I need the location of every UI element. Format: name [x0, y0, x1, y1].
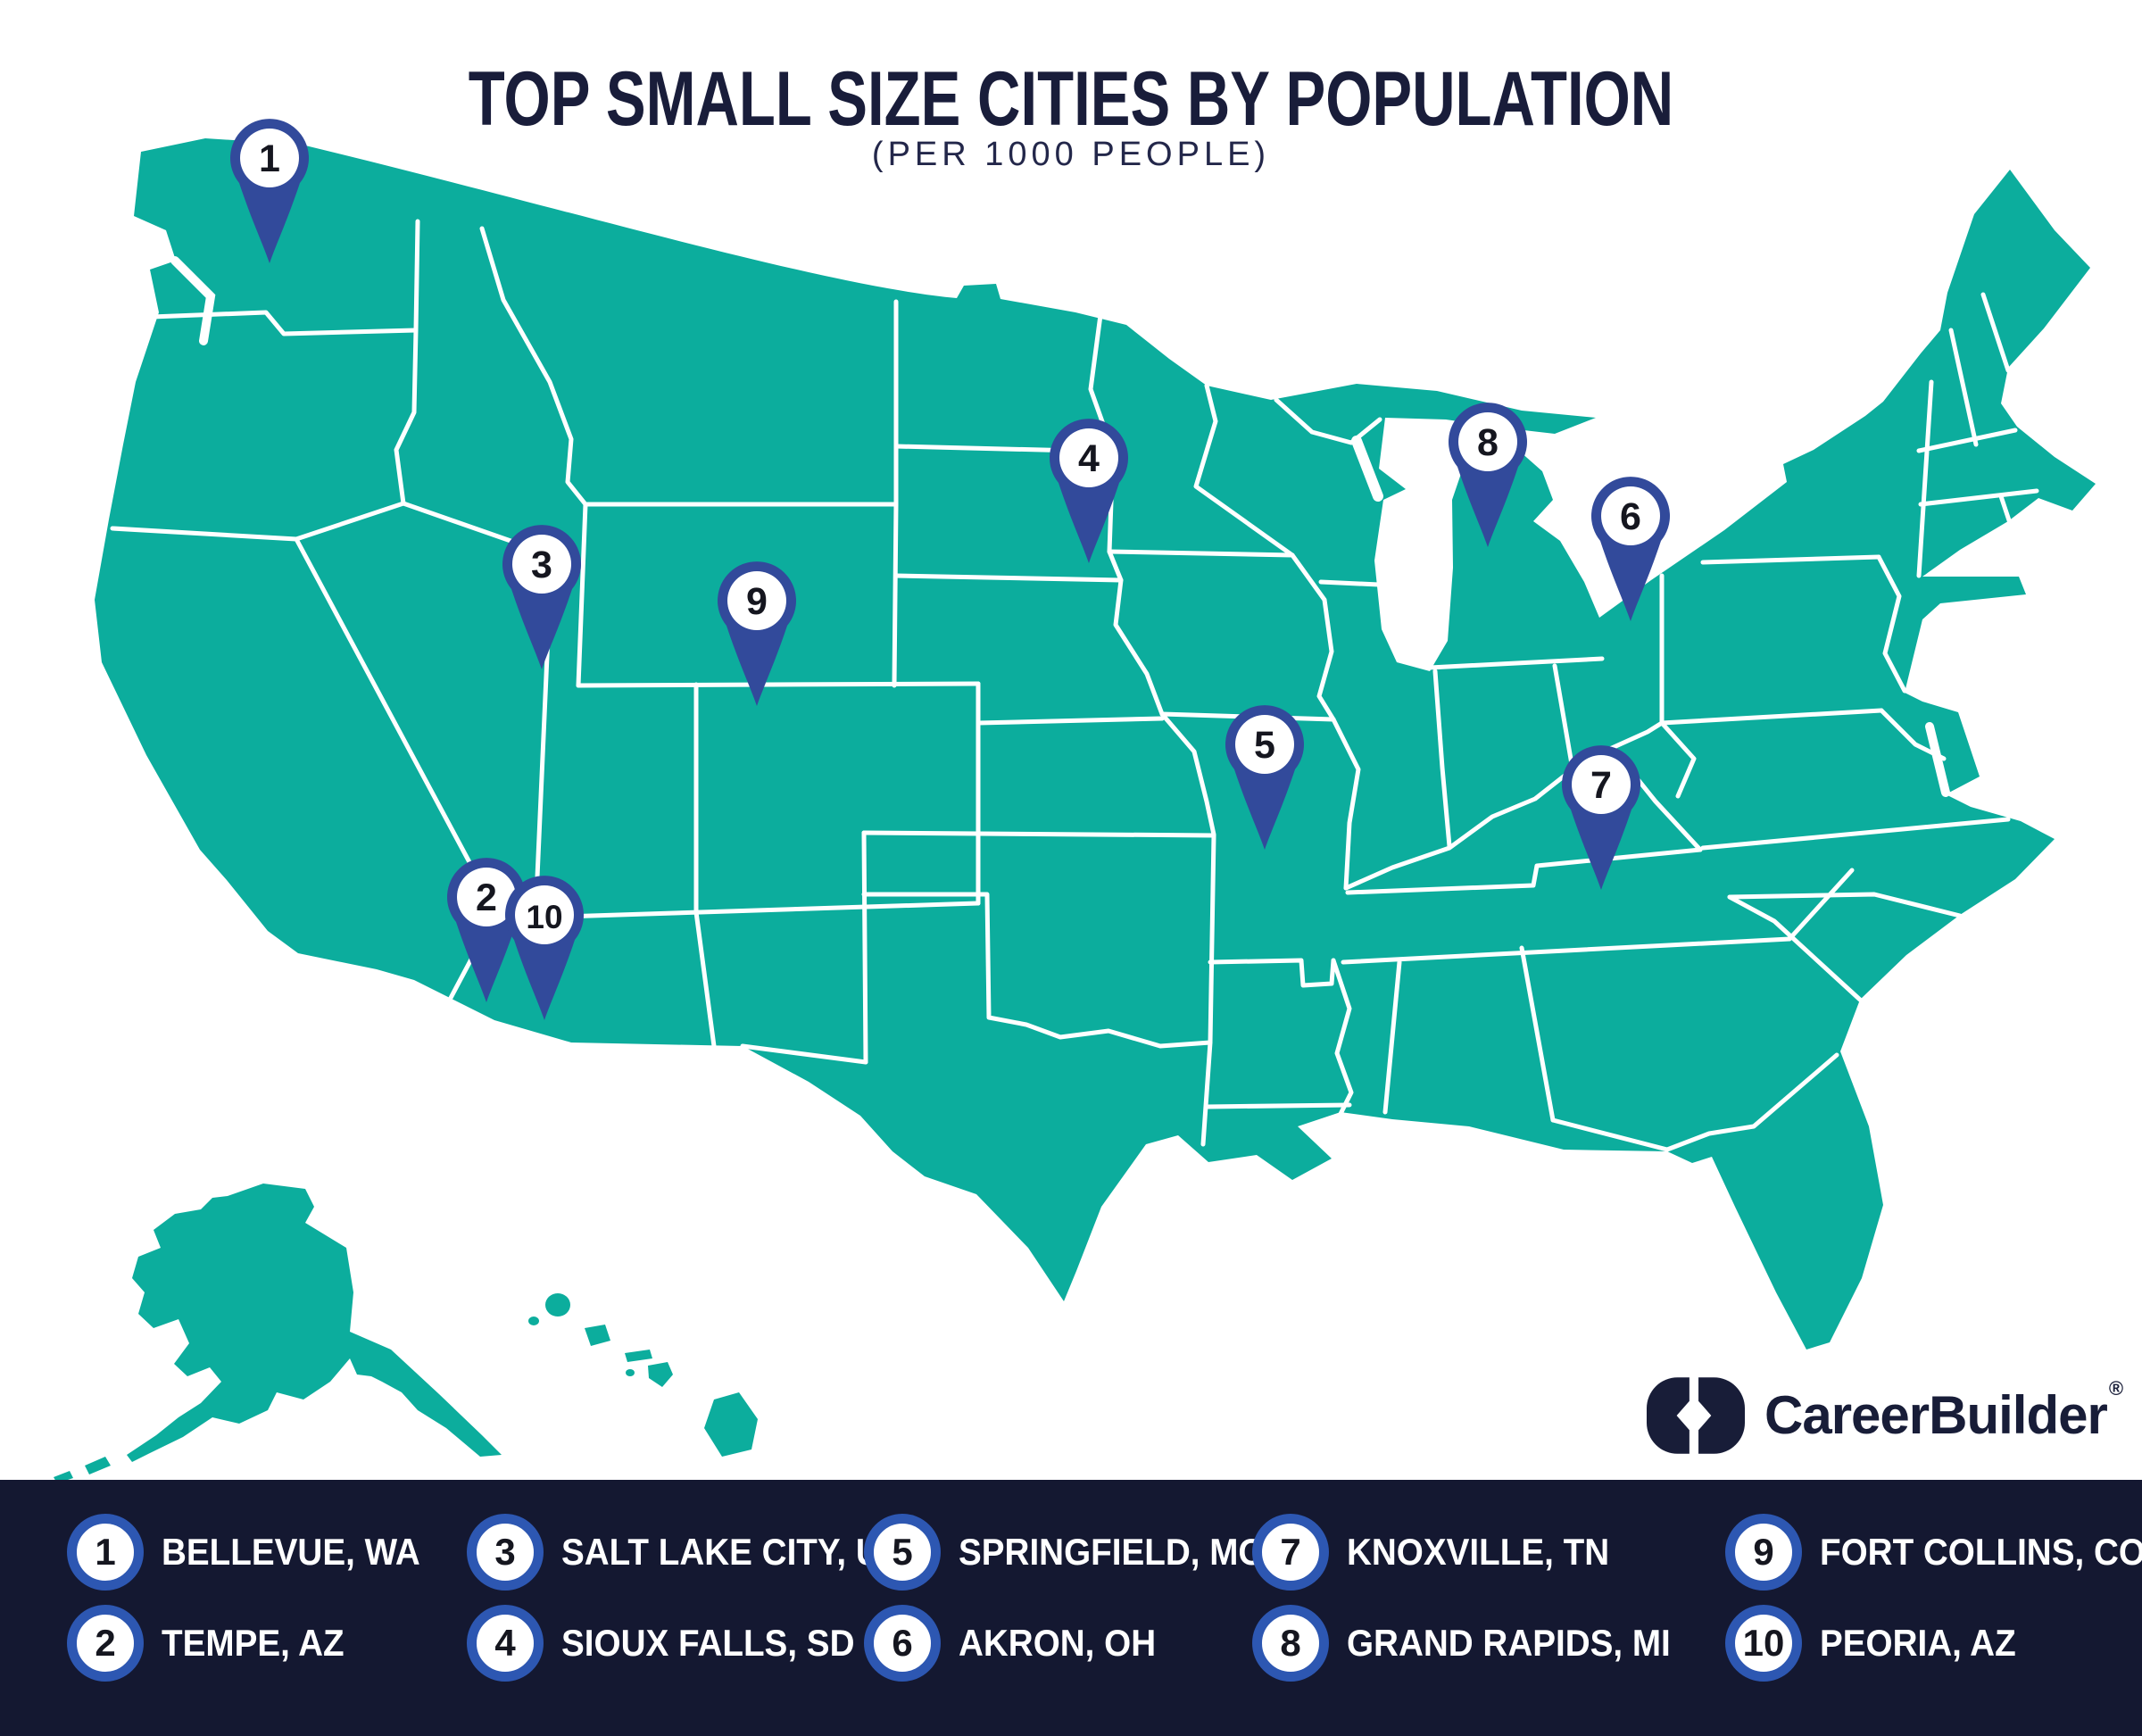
svg-text:10: 10 [526, 899, 562, 935]
legend-item-1: 1 BELLEVUE, WA [67, 1514, 443, 1591]
legend-city-label: FORT COLLINS, CO [1820, 1531, 2142, 1573]
map-pin-2: 2 [447, 858, 526, 1002]
legend-number-badge: 3 [467, 1514, 544, 1591]
legend-number-badge: 2 [67, 1605, 144, 1682]
legend-city-label: KNOXVILLE, TN [1347, 1531, 1610, 1573]
legend-number-badge: 7 [1252, 1514, 1329, 1591]
map-pin-6: 6 [1591, 477, 1670, 621]
svg-text:7: 7 [1590, 764, 1612, 807]
svg-text:6: 6 [1620, 495, 1641, 538]
map-pin-10: 10 [505, 876, 584, 1020]
svg-text:1: 1 [259, 137, 280, 180]
legend-number-badge: 4 [467, 1605, 544, 1682]
legend-city-label: TEMPE, AZ [162, 1622, 345, 1664]
map-landmass [54, 138, 2096, 1483]
page-title: TOP SMALL SIZE CITIES BY POPULATION [468, 56, 1674, 142]
legend-city-label: SIOUX FALLS, SD [561, 1622, 855, 1664]
careerbuilder-wordmark: CareerBuilder® [1764, 1377, 2123, 1445]
svg-text:2: 2 [476, 876, 497, 919]
legend-item-2: 2 TEMPE, AZ [67, 1605, 360, 1682]
registered-mark: ® [2108, 1377, 2123, 1400]
map-pin-8: 8 [1449, 403, 1527, 547]
legend-item-9: 9 FORT COLLINS, CO [1725, 1514, 2142, 1591]
legend-number-badge: 6 [864, 1605, 941, 1682]
water-details [170, 256, 1950, 797]
svg-text:8: 8 [1477, 421, 1499, 464]
legend-city-label: BELLEVUE, WA [162, 1531, 420, 1573]
legend-footer: 1 BELLEVUE, WA 2 TEMPE, AZ 3 SALT LAKE CITY, … [0, 1480, 2142, 1736]
map-pin-5: 5 [1225, 705, 1304, 850]
legend-item-10: 10 PEORIA, AZ [1725, 1605, 2033, 1682]
legend-city-label: PEORIA, AZ [1820, 1622, 2016, 1664]
legend-item-8: 8 GRAND RAPIDS, MI [1252, 1605, 1698, 1682]
legend-city-label: SPRINGFIELD, MO [959, 1531, 1266, 1573]
map-pin-9: 9 [718, 561, 796, 706]
svg-text:3: 3 [531, 544, 552, 586]
legend-city-label: GRAND RAPIDS, MI [1347, 1622, 1671, 1664]
careerbuilder-mark-icon [1647, 1377, 1745, 1454]
careerbuilder-logo: CareerBuilder® [1647, 1377, 2123, 1454]
map-pin-3: 3 [502, 525, 581, 669]
map-pins: 1 2 3 4 5 6 7 8 9 10 [230, 119, 1670, 1020]
state-borders [110, 219, 2039, 1152]
legend-number-badge: 1 [67, 1514, 144, 1591]
svg-text:4: 4 [1078, 437, 1100, 480]
map-hawaii [528, 1293, 758, 1457]
legend-number-badge: 10 [1725, 1605, 1802, 1682]
legend-number-badge: 5 [864, 1514, 941, 1591]
legend-city-label: SALT LAKE CITY, UT [561, 1531, 902, 1573]
map-pin-7: 7 [1562, 745, 1640, 890]
legend-item-3: 3 SALT LAKE CITY, UT [467, 1514, 932, 1591]
legend-item-5: 5 SPRINGFIELD, MO [864, 1514, 1291, 1591]
svg-text:5: 5 [1254, 724, 1275, 767]
legend-number-badge: 9 [1725, 1514, 1802, 1591]
legend-item-6: 6 AKRON, OH [864, 1605, 1173, 1682]
map-pin-1: 1 [230, 119, 309, 263]
svg-text:9: 9 [746, 580, 768, 623]
page-subtitle: (PER 1000 PEOPLE) [871, 136, 1271, 173]
legend-item-7: 7 KNOXVILLE, TN [1252, 1514, 1632, 1591]
map-pin-4: 4 [1050, 419, 1128, 563]
legend-city-label: AKRON, OH [959, 1622, 1157, 1664]
legend-item-4: 4 SIOUX FALLS, SD [467, 1605, 880, 1682]
map-alaska [127, 1184, 502, 1462]
legend-number-badge: 8 [1252, 1605, 1329, 1682]
